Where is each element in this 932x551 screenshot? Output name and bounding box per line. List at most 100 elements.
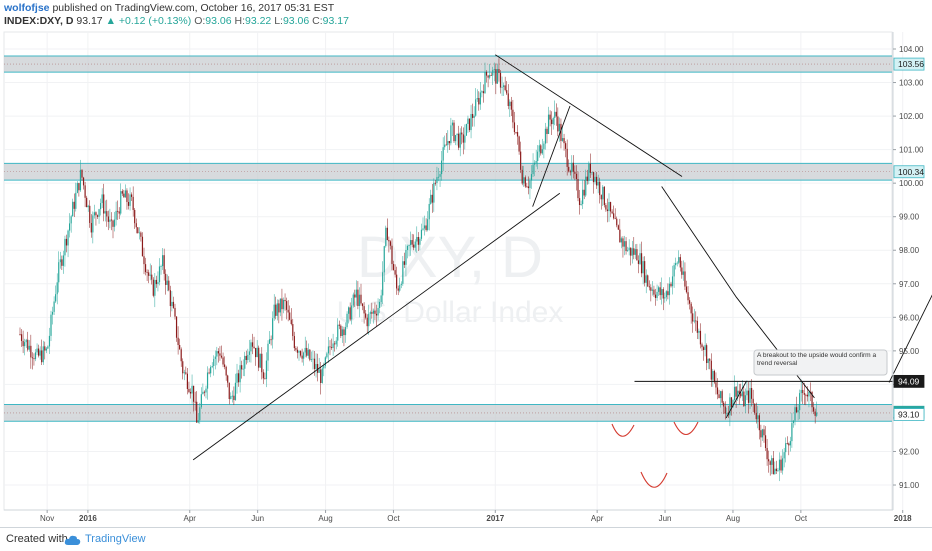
candle-body bbox=[162, 255, 164, 267]
candle-body bbox=[417, 236, 419, 245]
candle-body bbox=[383, 246, 385, 273]
candle-body bbox=[437, 176, 440, 178]
downtrend-upper-line[interactable] bbox=[495, 54, 683, 177]
candle-body bbox=[558, 123, 560, 132]
candle-body bbox=[186, 373, 188, 389]
candle-body bbox=[337, 324, 339, 341]
candle-body bbox=[746, 390, 748, 396]
created-with-label: Created with bbox=[6, 533, 68, 545]
candle-body bbox=[530, 174, 533, 181]
author-link[interactable]: wolfofjse bbox=[4, 2, 50, 14]
resistance-zone-top bbox=[4, 55, 892, 73]
candle-body bbox=[402, 261, 404, 284]
candle-body bbox=[270, 339, 272, 341]
footer: Created with TradingView bbox=[0, 527, 932, 551]
candle-body bbox=[101, 194, 103, 204]
candle-body bbox=[647, 275, 649, 287]
candle-body bbox=[64, 238, 66, 256]
candle-body bbox=[405, 249, 407, 265]
candle-body bbox=[476, 98, 478, 100]
price-tick-label: 91.00 bbox=[899, 481, 920, 490]
candle-body bbox=[171, 301, 173, 307]
candle-body bbox=[120, 191, 122, 214]
handle-line[interactable] bbox=[725, 380, 747, 419]
candle-body bbox=[620, 238, 622, 243]
candle-body bbox=[578, 198, 581, 205]
candle-body bbox=[399, 284, 401, 291]
candle-body bbox=[467, 118, 469, 124]
long-uptrend-line[interactable] bbox=[192, 192, 561, 461]
price-axis[interactable]: 104.00 103.00 102.00 101.00 100.00 99.00 98.00… bbox=[893, 45, 924, 490]
candle-body bbox=[792, 420, 795, 424]
candle-body bbox=[103, 194, 105, 214]
candle-body bbox=[158, 266, 161, 283]
pennant-lower-line[interactable] bbox=[532, 105, 571, 207]
candle-body bbox=[499, 72, 502, 88]
candle-body bbox=[284, 299, 286, 302]
candle-body bbox=[685, 286, 688, 293]
breakout-arrow-line[interactable] bbox=[888, 197, 932, 383]
candle-body bbox=[129, 194, 131, 206]
candle-body bbox=[321, 368, 323, 383]
candle-body bbox=[715, 382, 717, 388]
candle-body bbox=[165, 273, 167, 285]
candle-body bbox=[479, 92, 481, 105]
candle-body bbox=[93, 212, 95, 216]
candle-body bbox=[623, 241, 626, 247]
candle-body bbox=[574, 171, 576, 174]
candle-body bbox=[757, 415, 759, 420]
candle-body bbox=[710, 360, 712, 380]
candle-body bbox=[752, 398, 754, 404]
candle-body bbox=[555, 111, 557, 117]
candle-body bbox=[134, 209, 136, 224]
candle-body bbox=[484, 72, 486, 94]
candle-body bbox=[104, 211, 106, 214]
candle-body bbox=[738, 390, 740, 394]
candle-body bbox=[28, 345, 30, 350]
drawings bbox=[192, 54, 932, 461]
candle-body bbox=[279, 298, 281, 313]
candle-body bbox=[540, 145, 542, 154]
price-tick-label: 100.00 bbox=[899, 179, 924, 188]
candle-body bbox=[735, 386, 737, 397]
candle-body bbox=[256, 347, 258, 358]
candle-body bbox=[286, 301, 288, 310]
candle-body bbox=[802, 389, 804, 393]
candle-body bbox=[182, 361, 184, 374]
candle-body bbox=[442, 147, 444, 161]
candle-body bbox=[589, 163, 591, 173]
candle-body bbox=[811, 392, 813, 408]
candle-body bbox=[251, 342, 254, 347]
candle-body bbox=[416, 236, 418, 242]
candle-body bbox=[38, 348, 40, 356]
candle-body bbox=[411, 240, 413, 245]
candle-body bbox=[124, 190, 126, 198]
candle-body bbox=[816, 412, 818, 416]
candle-body bbox=[667, 291, 669, 296]
candle-body bbox=[569, 171, 571, 173]
candle-body bbox=[651, 289, 653, 291]
candle-body bbox=[670, 283, 672, 287]
candle-body bbox=[343, 329, 345, 336]
candle-body bbox=[39, 350, 41, 356]
candle-body bbox=[310, 359, 312, 361]
resistance-zone-mid bbox=[4, 162, 892, 181]
tradingview-link[interactable]: TradingView bbox=[85, 533, 146, 545]
candle-body bbox=[676, 262, 678, 264]
candle-body bbox=[276, 303, 278, 316]
candle-body bbox=[597, 181, 599, 186]
candle-body bbox=[127, 201, 130, 206]
candle-body bbox=[267, 343, 269, 361]
candle-body bbox=[239, 365, 241, 383]
candle-body bbox=[791, 423, 793, 442]
candle-body bbox=[774, 468, 776, 475]
candle-body bbox=[785, 443, 787, 453]
candle-body bbox=[627, 250, 629, 252]
candle-body bbox=[771, 458, 773, 465]
candle-body bbox=[718, 394, 720, 399]
time-axis[interactable]: Nov2016AprJunAugOct2017AprJunAugOct2018M… bbox=[40, 510, 932, 523]
candle-body bbox=[698, 330, 700, 333]
candle-body bbox=[326, 353, 328, 358]
